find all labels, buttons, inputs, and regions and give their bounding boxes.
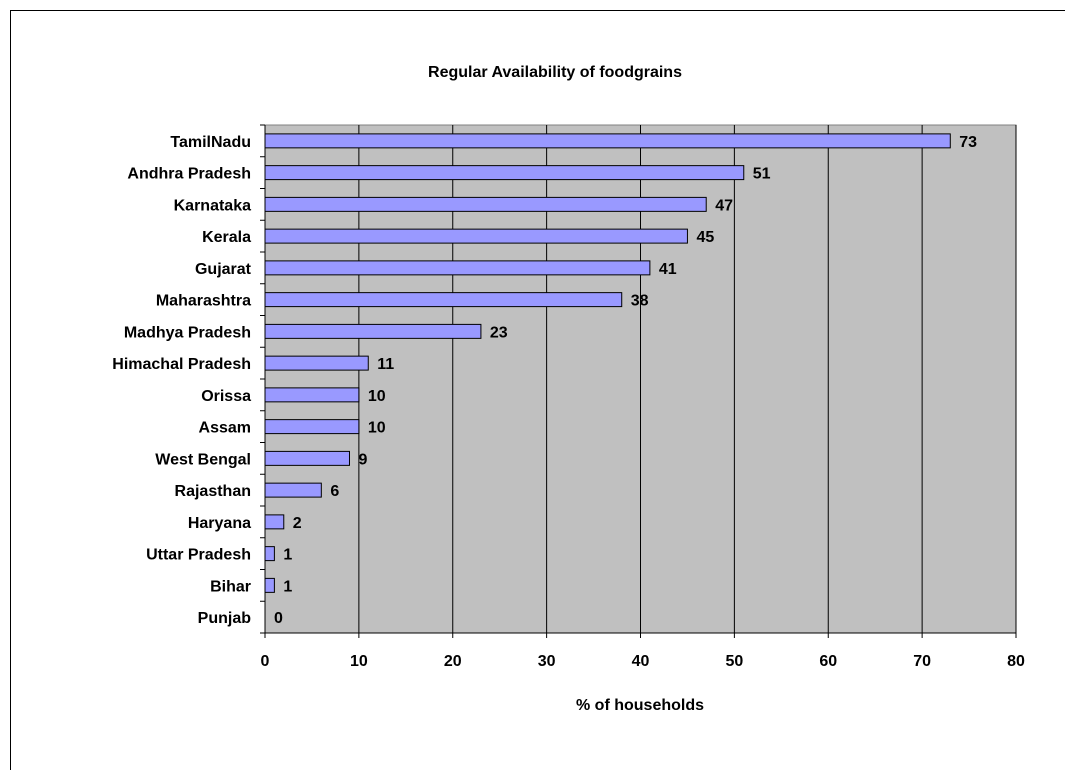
category-label: Maharashtra [156, 293, 251, 310]
data-label: 45 [696, 229, 714, 246]
data-label: 41 [659, 261, 677, 278]
data-label: 47 [715, 197, 733, 214]
data-label: 11 [377, 356, 394, 373]
category-label: Andhra Pradesh [127, 166, 251, 183]
category-label: Uttar Pradesh [146, 547, 251, 564]
category-label: Gujarat [195, 261, 252, 278]
category-label: Orissa [201, 388, 251, 405]
bar [264, 546, 275, 562]
data-label: 0 [274, 610, 283, 627]
bar [264, 482, 322, 498]
x-tick-label: 0 [261, 653, 270, 670]
category-label: Haryana [188, 515, 251, 532]
x-tick-label: 10 [350, 653, 368, 670]
data-label: 10 [368, 388, 386, 405]
category-label: Bihar [210, 578, 251, 595]
x-tick-label: 40 [632, 653, 650, 670]
chart-title: Regular Availability of foodgrains [428, 64, 682, 81]
category-label: Assam [199, 420, 251, 437]
x-tick-label: 80 [1007, 653, 1025, 670]
category-label: Kerala [202, 229, 251, 246]
data-label: 51 [753, 166, 771, 183]
data-label: 2 [293, 515, 302, 532]
bar [264, 323, 482, 339]
data-label: 23 [490, 324, 508, 341]
bar [264, 387, 360, 403]
bar [264, 355, 369, 371]
bar [264, 450, 350, 466]
bars [264, 133, 951, 593]
bar [264, 260, 651, 276]
bar [264, 196, 707, 212]
data-label: 10 [368, 420, 386, 437]
bar [264, 165, 745, 181]
data-label: 73 [959, 134, 977, 151]
chart-frame [10, 10, 1065, 770]
data-label: 38 [631, 293, 649, 310]
category-label: TamilNadu [170, 134, 251, 151]
x-axis-title: % of households [576, 697, 704, 714]
axes [260, 124, 1017, 638]
x-tick-label: 50 [725, 653, 743, 670]
category-label: Karnataka [174, 197, 251, 214]
category-label: Himachal Pradesh [112, 356, 251, 373]
x-tick-label: 20 [444, 653, 462, 670]
data-label: 6 [330, 483, 339, 500]
bar [264, 514, 285, 530]
category-label: Rajasthan [175, 483, 251, 500]
data-label: 9 [358, 451, 367, 468]
x-tick-label: 70 [913, 653, 931, 670]
x-tick-label: 30 [538, 653, 556, 670]
bar [264, 292, 623, 308]
bar [264, 133, 951, 149]
x-tick-label: 60 [819, 653, 837, 670]
bar [264, 228, 688, 244]
bar [264, 577, 275, 593]
bar [264, 419, 360, 435]
category-label: Madhya Pradesh [124, 324, 251, 341]
category-label: Punjab [198, 610, 252, 627]
data-label: 1 [283, 578, 292, 595]
category-label: West Bengal [155, 451, 251, 468]
data-label: 1 [283, 547, 292, 564]
